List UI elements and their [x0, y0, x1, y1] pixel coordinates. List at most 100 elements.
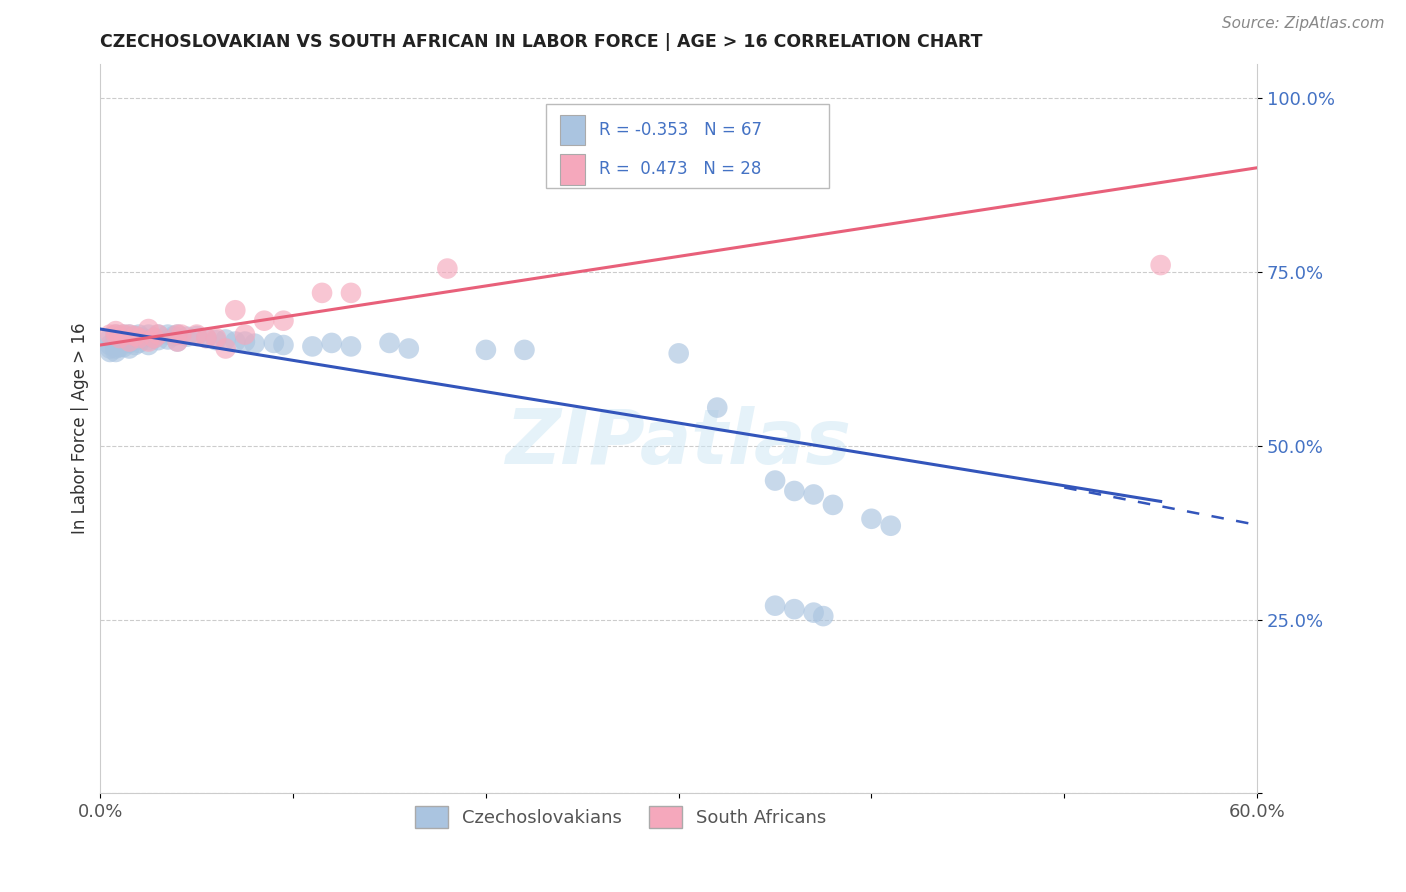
Point — [321, 335, 343, 350]
Point — [118, 327, 141, 342]
Point — [162, 329, 184, 343]
Point — [104, 338, 127, 352]
Point — [706, 401, 728, 415]
Point — [205, 331, 228, 345]
Point — [860, 512, 883, 526]
Point — [118, 331, 141, 345]
Point — [195, 331, 218, 345]
Point — [340, 285, 363, 300]
Point — [112, 335, 135, 350]
Point — [398, 342, 420, 356]
Point — [104, 334, 127, 349]
FancyBboxPatch shape — [560, 114, 585, 145]
Point — [166, 334, 188, 349]
Point — [143, 331, 166, 345]
Point — [301, 339, 323, 353]
Point — [378, 335, 401, 350]
Point — [108, 336, 131, 351]
Text: R =  0.473   N = 28: R = 0.473 N = 28 — [599, 161, 761, 178]
Point — [783, 602, 806, 616]
Point — [475, 343, 498, 357]
Point — [186, 329, 208, 343]
Point — [104, 331, 127, 345]
Point — [98, 342, 121, 356]
Point — [112, 340, 135, 354]
Point — [233, 327, 256, 342]
Point — [132, 331, 155, 345]
Point — [98, 338, 121, 352]
Point — [118, 335, 141, 350]
Point — [98, 331, 121, 345]
Point — [340, 339, 363, 353]
Point — [273, 314, 295, 328]
Point — [166, 327, 188, 342]
Point — [170, 327, 193, 342]
Point — [104, 324, 127, 338]
Point — [138, 338, 160, 352]
Point — [108, 329, 131, 343]
Point — [253, 314, 276, 328]
Point — [124, 329, 146, 343]
Point — [513, 343, 536, 357]
Point — [195, 331, 218, 345]
Point — [783, 483, 806, 498]
Text: ZIPatlas: ZIPatlas — [506, 406, 852, 480]
Point — [763, 599, 786, 613]
Point — [112, 331, 135, 345]
Point — [128, 327, 150, 342]
Point — [98, 345, 121, 359]
Point — [112, 327, 135, 342]
Point — [124, 333, 146, 347]
Point — [156, 333, 179, 347]
Point — [436, 261, 458, 276]
Point — [176, 329, 198, 343]
Point — [186, 327, 208, 342]
Point — [148, 327, 170, 342]
Point — [148, 327, 170, 342]
Point — [233, 334, 256, 349]
Point — [803, 606, 825, 620]
Point — [128, 331, 150, 345]
Point — [138, 322, 160, 336]
Point — [128, 335, 150, 350]
Point — [108, 340, 131, 354]
Point — [138, 333, 160, 347]
Point — [124, 329, 146, 343]
Point — [128, 331, 150, 345]
FancyBboxPatch shape — [546, 103, 830, 187]
Point — [156, 327, 179, 342]
Point — [143, 331, 166, 345]
Y-axis label: In Labor Force | Age > 16: In Labor Force | Age > 16 — [72, 323, 89, 534]
Point — [166, 327, 188, 342]
Point — [118, 327, 141, 342]
Text: CZECHOSLOVAKIAN VS SOUTH AFRICAN IN LABOR FORCE | AGE > 16 CORRELATION CHART: CZECHOSLOVAKIAN VS SOUTH AFRICAN IN LABO… — [100, 33, 983, 51]
Point — [108, 331, 131, 345]
Point — [104, 327, 127, 342]
Point — [668, 346, 690, 360]
Point — [124, 338, 146, 352]
Legend: Czechoslovakians, South Africans: Czechoslovakians, South Africans — [408, 799, 834, 836]
FancyBboxPatch shape — [560, 154, 585, 185]
Point — [138, 334, 160, 349]
Point — [803, 487, 825, 501]
Point — [138, 327, 160, 342]
Text: Source: ZipAtlas.com: Source: ZipAtlas.com — [1222, 16, 1385, 31]
Point — [104, 342, 127, 356]
Point — [108, 333, 131, 347]
Point — [118, 342, 141, 356]
Point — [214, 342, 236, 356]
Point — [273, 338, 295, 352]
Point — [880, 518, 903, 533]
Point — [104, 327, 127, 342]
Point — [148, 333, 170, 347]
Point — [98, 327, 121, 342]
Point — [205, 333, 228, 347]
Point — [821, 498, 844, 512]
Text: R = -0.353   N = 67: R = -0.353 N = 67 — [599, 121, 762, 139]
Point — [104, 345, 127, 359]
Point — [214, 333, 236, 347]
Point — [1149, 258, 1171, 272]
Point — [311, 285, 333, 300]
Point — [112, 327, 135, 342]
Point — [166, 334, 188, 349]
